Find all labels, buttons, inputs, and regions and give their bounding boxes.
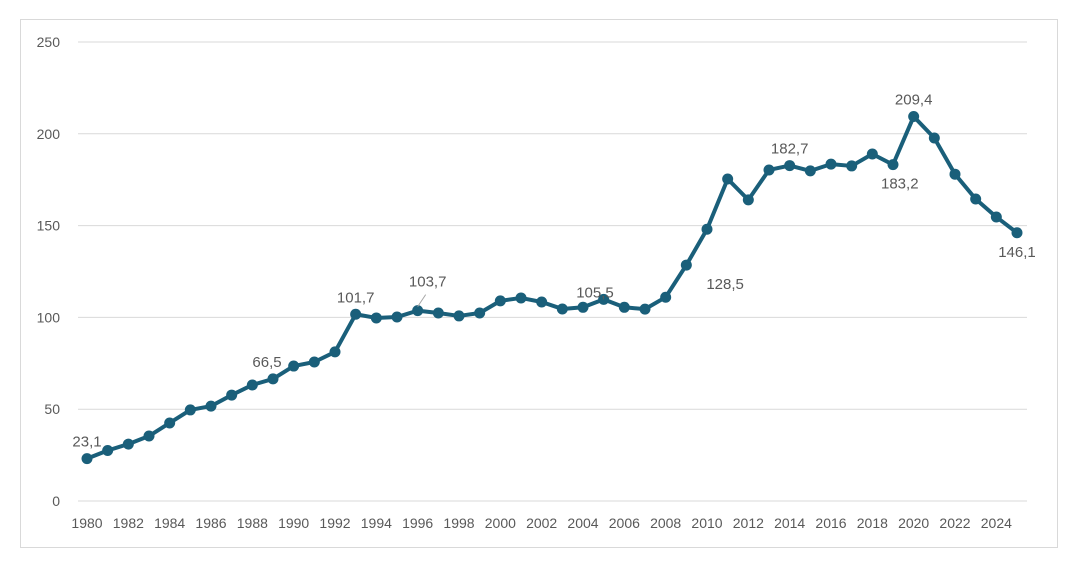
data-point bbox=[391, 311, 403, 323]
x-tick-label: 2018 bbox=[857, 515, 888, 531]
x-tick-label: 2002 bbox=[526, 515, 557, 531]
x-tick-label: 2010 bbox=[691, 515, 722, 531]
x-tick-label: 1980 bbox=[71, 515, 102, 531]
x-tick-label: 2022 bbox=[939, 515, 970, 531]
data-point bbox=[412, 305, 424, 317]
x-tick-label: 2020 bbox=[898, 515, 929, 531]
x-tick-label: 1986 bbox=[195, 515, 226, 531]
data-point bbox=[536, 296, 548, 308]
y-tick-label: 200 bbox=[37, 126, 61, 142]
data-point bbox=[763, 164, 775, 176]
data-point bbox=[1011, 227, 1023, 239]
data-point bbox=[556, 303, 568, 315]
data-point bbox=[722, 173, 734, 185]
x-tick-label: 1988 bbox=[237, 515, 268, 531]
data-point bbox=[825, 158, 837, 170]
data-point bbox=[928, 132, 940, 144]
data-point bbox=[742, 194, 754, 206]
leader-line bbox=[417, 294, 427, 307]
x-tick-label: 1982 bbox=[113, 515, 144, 531]
data-point bbox=[846, 160, 858, 172]
x-tick-label: 1990 bbox=[278, 515, 309, 531]
data-point bbox=[205, 400, 217, 412]
data-label: 209,4 bbox=[895, 92, 933, 109]
x-tick-label: 1992 bbox=[319, 515, 350, 531]
data-point bbox=[370, 312, 382, 324]
data-point bbox=[908, 111, 920, 123]
x-tick-label: 1994 bbox=[361, 515, 392, 531]
data-point bbox=[81, 453, 93, 465]
data-point bbox=[970, 193, 982, 205]
data-point bbox=[308, 356, 320, 368]
data-point bbox=[494, 295, 506, 307]
x-tick-label: 2016 bbox=[815, 515, 846, 531]
data-point bbox=[246, 379, 258, 391]
data-point bbox=[474, 307, 486, 319]
data-point bbox=[164, 417, 176, 429]
data-point bbox=[784, 160, 796, 172]
data-point bbox=[804, 165, 816, 177]
data-point bbox=[660, 291, 672, 303]
data-point bbox=[887, 159, 899, 171]
data-point bbox=[701, 223, 713, 235]
data-label: 146,1 bbox=[998, 244, 1036, 261]
x-tick-label: 1996 bbox=[402, 515, 433, 531]
chart-area bbox=[20, 19, 1058, 548]
data-point bbox=[226, 389, 238, 401]
data-label: 23,1 bbox=[72, 434, 101, 451]
y-tick-label: 100 bbox=[37, 309, 61, 325]
data-label: 105,5 bbox=[576, 284, 614, 301]
x-tick-label: 2024 bbox=[981, 515, 1012, 531]
data-point bbox=[866, 148, 878, 160]
data-label: 101,7 bbox=[337, 289, 375, 306]
data-point bbox=[618, 301, 630, 313]
data-label: 128,5 bbox=[706, 276, 744, 293]
data-point bbox=[453, 310, 465, 322]
data-point bbox=[639, 303, 651, 315]
data-point bbox=[350, 308, 362, 320]
x-tick-label: 2012 bbox=[733, 515, 764, 531]
x-tick-label: 1984 bbox=[154, 515, 185, 531]
y-tick-label: 50 bbox=[44, 401, 60, 417]
data-point bbox=[577, 301, 589, 313]
data-point bbox=[329, 346, 341, 358]
data-label: 183,2 bbox=[881, 176, 919, 193]
y-tick-label: 250 bbox=[37, 34, 61, 50]
data-label: 103,7 bbox=[409, 274, 447, 291]
y-tick-label: 150 bbox=[37, 218, 61, 234]
x-tick-label: 2008 bbox=[650, 515, 681, 531]
y-tick-label: 0 bbox=[52, 493, 60, 509]
series-line bbox=[86, 114, 1019, 461]
data-point bbox=[143, 430, 155, 442]
x-tick-label: 2004 bbox=[567, 515, 598, 531]
data-point bbox=[122, 438, 134, 450]
data-point bbox=[680, 259, 692, 271]
data-point bbox=[598, 293, 610, 305]
data-point bbox=[949, 168, 961, 180]
x-tick-label: 2000 bbox=[485, 515, 516, 531]
data-point bbox=[990, 211, 1002, 223]
x-tick-label: 1998 bbox=[443, 515, 474, 531]
data-point bbox=[515, 292, 527, 304]
data-point bbox=[102, 445, 114, 457]
data-point bbox=[432, 307, 444, 319]
data-point bbox=[267, 373, 279, 385]
x-tick-label: 2014 bbox=[774, 515, 805, 531]
data-label: 66,5 bbox=[252, 354, 281, 371]
x-tick-label: 2006 bbox=[609, 515, 640, 531]
data-label: 182,7 bbox=[771, 141, 809, 158]
data-point bbox=[184, 404, 196, 416]
data-point bbox=[288, 360, 300, 372]
